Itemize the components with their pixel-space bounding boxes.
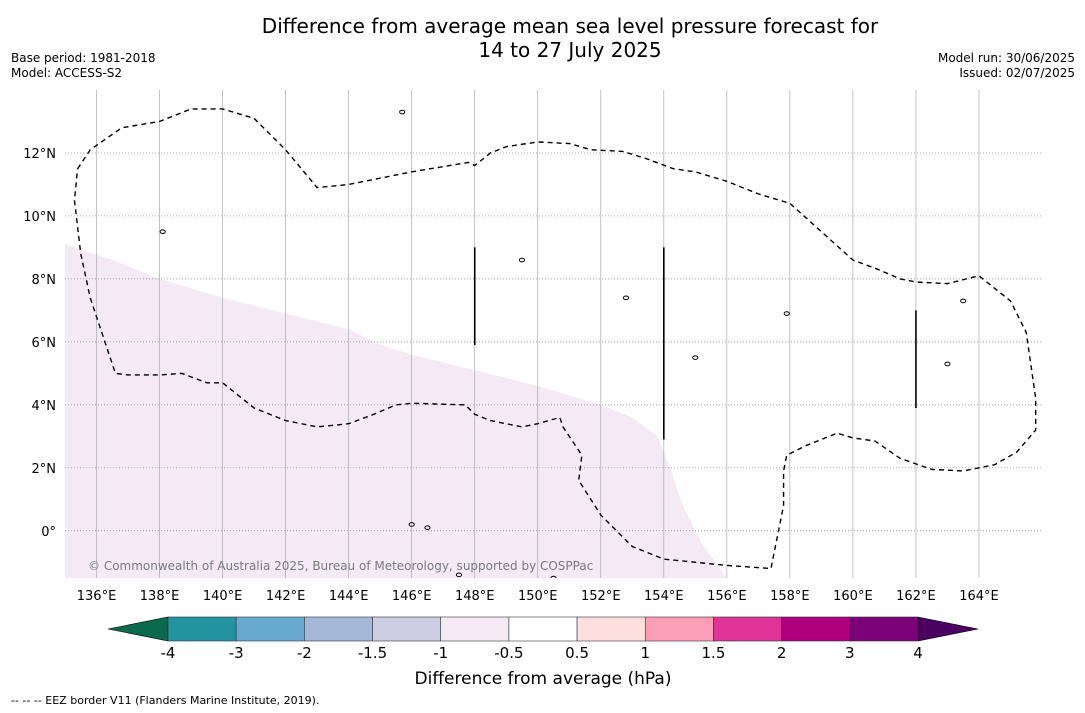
latitude-tick-label: 4°N [32, 399, 57, 414]
colorbar-under-extension [107, 616, 169, 642]
longitude-tick-label: 162°E [896, 589, 936, 604]
longitude-tick-label: 144°E [329, 589, 369, 604]
colorbar-over-extension [917, 616, 979, 642]
colorbar-tick-label: 2 [777, 644, 787, 662]
colorbar-swatch [372, 616, 442, 642]
island-outline [50, 554, 55, 558]
latitude-tick-label: 10°N [23, 210, 56, 225]
colorbar-tick-label: -3 [229, 644, 244, 662]
island-outline [960, 298, 967, 304]
island-outlines [50, 109, 967, 578]
longitude-tick-label: 146°E [392, 589, 432, 604]
longitude-tick-label: 160°E [833, 589, 873, 604]
island-outline [550, 575, 557, 578]
colorbar-swatch [781, 616, 851, 642]
island-outline [455, 572, 463, 578]
island-outline [424, 525, 431, 530]
latitude-tick-label: 2°N [32, 462, 57, 477]
model-text: Model: ACCESS-S2 [11, 66, 123, 80]
latitude-tick-label: 0° [41, 525, 56, 540]
copyright-credit: © Commonwealth of Australia 2025, Bureau… [88, 559, 593, 573]
colorbar-tick-label: -1 [433, 644, 448, 662]
longitude-tick-label: 154°E [644, 589, 684, 604]
colorbar-tick-label: 0.5 [565, 644, 589, 662]
model-run-text: Model run: 30/06/2025 [937, 51, 1075, 65]
model-run-info: Model run: 30/06/2025 Issued: 02/07/2025 [938, 51, 1075, 81]
longitude-tick-label: 142°E [266, 589, 306, 604]
boundary-segments [473, 247, 917, 440]
issued-text: Issued: 02/07/2025 [959, 66, 1075, 80]
colorbar-tick-label: -2 [297, 644, 312, 662]
island-outline [622, 295, 630, 301]
colorbar: -4 -3 -2 -1.5 -1 -0.5 0.5 1 1.5 2 3 4 [107, 616, 979, 662]
base-period-model-info: Base period: 1981-2018 Model: ACCESS-S2 [11, 51, 156, 81]
colorbar-swatch [167, 616, 237, 642]
colorbar-swatch [576, 616, 646, 642]
latitude-tick-labels: 12°N 10°N 8°N 6°N 4°N 2°N 0° [23, 147, 56, 540]
colorbar-tick-label: 1 [640, 644, 650, 662]
map-plot-area: © Commonwealth of Australia 2025, Bureau… [50, 90, 1042, 578]
colorbar-title: Difference from average (hPa) [415, 669, 672, 689]
longitude-tick-label: 136°E [77, 589, 117, 604]
longitude-tick-label: 150°E [518, 589, 558, 604]
longitude-tick-label: 138°E [140, 589, 180, 604]
colorbar-tick-label: -0.5 [494, 644, 523, 662]
latitude-tick-label: 6°N [32, 336, 57, 351]
colorbar-tick-label: 1.5 [702, 644, 726, 662]
colorbar-tick-label: -4 [161, 644, 176, 662]
map-title: Difference from average mean sea level p… [0, 14, 1085, 62]
island-outline [944, 361, 951, 367]
colorbar-swatch [235, 616, 305, 642]
island-outline [518, 257, 526, 263]
island-outline [399, 109, 406, 115]
base-period-text: Base period: 1981-2018 [11, 51, 156, 65]
latitude-tick-label: 8°N [32, 273, 57, 288]
colorbar-swatch [713, 616, 782, 642]
longitude-tick-label: 164°E [959, 589, 999, 604]
eez-border-footnote: -- -- -- EEZ border V11 (Flanders Marine… [11, 694, 320, 707]
island-outline [783, 311, 790, 316]
longitude-tick-label: 152°E [581, 589, 621, 604]
title-line-1: Difference from average mean sea level p… [261, 14, 879, 38]
title-line-2: 14 to 27 July 2025 [478, 38, 662, 62]
colorbar-swatch [644, 616, 714, 642]
colorbar-swatch [508, 616, 578, 642]
island-outline [692, 355, 699, 360]
eez-border-line [73, 108, 1037, 570]
longitude-tick-labels: 136°E 138°E 140°E 142°E 144°E 146°E 148°E 150°E… [77, 589, 999, 604]
anomaly-shaded-region [65, 244, 727, 578]
colorbar-swatch [304, 616, 373, 642]
longitude-tick-label: 148°E [455, 589, 495, 604]
colorbar-swatch [849, 616, 919, 642]
colorbar-tick-label: 4 [913, 644, 923, 662]
longitude-tick-label: 140°E [203, 589, 243, 604]
island-outline [408, 522, 415, 527]
longitude-tick-label: 156°E [707, 589, 747, 604]
island-outline [159, 229, 166, 234]
colorbar-tick-label: 3 [845, 644, 855, 662]
latitude-tick-label: 12°N [23, 147, 56, 162]
longitude-tick-label: 158°E [770, 589, 810, 604]
colorbar-swatch [440, 616, 510, 642]
colorbar-tick-label: -1.5 [358, 644, 387, 662]
